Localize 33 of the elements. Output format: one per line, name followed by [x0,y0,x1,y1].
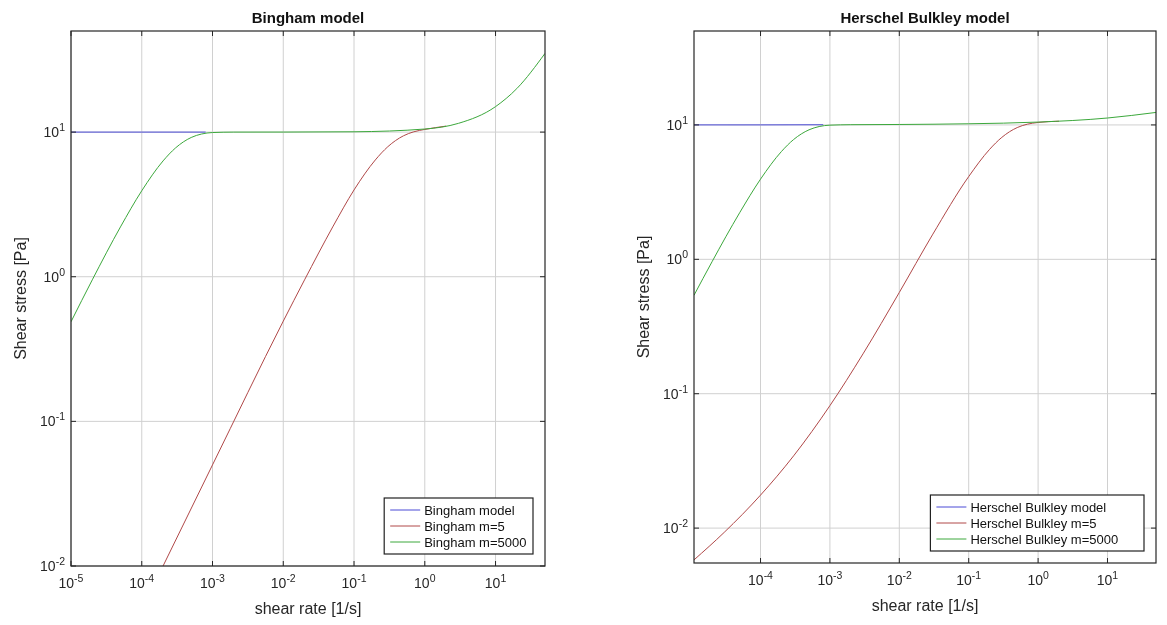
y-axis-title: Shear stress [Pa] [635,235,652,359]
x-tick-label: 10$^{1}$ [484,572,507,591]
legend-label: Bingham m=5 [424,518,505,534]
x-tick-label: 10$^{-4}$ [129,572,155,591]
x-tick-label: 10$^{-5}$ [58,572,84,591]
y-tick-label: 10$^{0}$ [666,248,689,268]
x-tick-label: 10$^{-1}$ [341,572,367,591]
y-tick-label: 10$^{0}$ [43,265,66,285]
y-tick-label: 10$^{-1}$ [40,410,66,430]
x-tick-label: 10$^{0}$ [414,572,436,591]
x-tick-label: 10$^{1}$ [1096,569,1119,588]
x-tick-label: 10$^{-2}$ [270,572,296,591]
legend-label: Herschel Bulkley model [970,499,1107,515]
y-tick-label: 10$^{1}$ [43,121,66,140]
legend-label: Bingham m=5000 [424,534,527,550]
legend-label: Herschel Bulkley m=5 [970,515,1097,531]
x-tick-label: 10$^{-3}$ [817,569,843,588]
x-tick-label: 10$^{-2}$ [886,569,912,588]
x-tick-label: 10$^{-4}$ [748,569,774,588]
y-tick-label: 10$^{-2}$ [40,554,66,574]
legend-label: Herschel Bulkley m=5000 [970,531,1119,547]
chart-title: Bingham model [251,9,365,26]
x-tick-label: 10$^{-1}$ [956,569,982,588]
x-axis-title: shear rate [1/s] [254,600,362,617]
x-tick-label: 10$^{0}$ [1027,569,1049,588]
y-axis-title: Shear stress [Pa] [12,237,29,360]
y-tick-label: 10$^{1}$ [666,113,689,133]
legend-label: Bingham model [424,502,515,518]
chart-title: Herschel Bulkley model [840,9,1010,26]
x-axis-title: shear rate [1/s] [871,597,979,614]
y-tick-label: 10$^{-2}$ [663,517,689,537]
y-tick-label: 10$^{-1}$ [663,382,689,402]
x-tick-label: 10$^{-3}$ [200,572,226,591]
